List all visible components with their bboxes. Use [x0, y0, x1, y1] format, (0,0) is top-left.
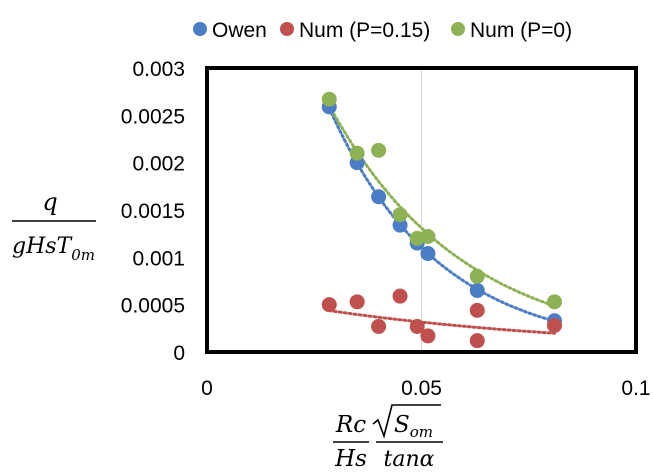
point-series-2-3: [392, 207, 408, 223]
point-series-1-8: [546, 317, 562, 333]
y-label-denominator-subscript: 0m: [71, 246, 95, 264]
y-tick-label-1: 0.0005: [121, 295, 185, 318]
point-series-1-5: [420, 328, 436, 344]
x-axis-label: Rc Hs Som tanα: [333, 404, 443, 472]
x-tick-label-1: 0.05: [401, 377, 442, 400]
legend-label-1: Num (P=0.15): [299, 19, 430, 42]
y-tick-label-4: 0.002: [132, 153, 185, 176]
point-series-1-3: [392, 288, 408, 304]
legend: Owen Num (P=0.15) Num (P=0): [193, 19, 572, 42]
y-axis-label: q gHsT0m: [12, 188, 96, 264]
legend-marker-2: [451, 22, 465, 36]
point-series-0-5: [420, 246, 436, 262]
trendline-series-0: [327, 106, 556, 323]
point-series-2-6: [469, 268, 485, 284]
point-series-1-7: [469, 333, 485, 349]
data-points: [321, 91, 562, 349]
point-series-1-0: [321, 297, 337, 313]
point-series-1-1: [349, 294, 365, 310]
point-series-2-2: [371, 142, 387, 158]
point-series-2-1: [349, 145, 365, 161]
x-label-right-numerator-subscript: om: [410, 423, 433, 441]
trendline-series-2: [327, 104, 556, 308]
point-series-2-7: [546, 294, 562, 310]
x-label-left-denominator: Hs: [334, 446, 367, 470]
legend-marker-0: [193, 22, 207, 36]
point-series-1-4: [409, 318, 425, 334]
point-series-0-3: [392, 217, 408, 233]
legend-label-2: Num (P=0): [470, 19, 572, 42]
y-label-denominator: gHsT0m: [12, 234, 95, 264]
y-tick-label-5: 0.0025: [121, 105, 185, 128]
point-series-1-6: [469, 302, 485, 318]
y-tick-label-3: 0.0015: [121, 200, 185, 223]
point-series-2-5: [420, 229, 436, 245]
legend-label-0: Owen: [212, 19, 267, 42]
trendline-series-1: [327, 309, 556, 335]
x-axis-tick-labels: 0 0.05 0.1: [201, 377, 650, 400]
y-label-denominator-main: gHsT: [12, 234, 74, 259]
trendlines: [327, 104, 556, 335]
y-tick-label-2: 0.001: [132, 247, 185, 270]
x-label-right-denominator: tanα: [384, 447, 435, 470]
y-axis-tick-labels: 0 0.0005 0.001 0.0015 0.002 0.0025 0.003: [121, 58, 185, 365]
point-series-0-2: [371, 189, 387, 205]
x-label-right-numerator-main: S: [394, 412, 410, 438]
legend-marker-1: [280, 22, 294, 36]
point-series-1-2: [371, 318, 387, 334]
x-label-right-numerator: Som: [394, 412, 433, 441]
x-tick-label-0: 0: [201, 377, 213, 400]
y-tick-label-6: 0.003: [132, 58, 185, 81]
y-label-numerator: q: [42, 188, 57, 216]
point-series-0-6: [469, 282, 485, 298]
x-tick-label-2: 0.1: [621, 377, 650, 400]
x-label-left-numerator: Rc: [335, 412, 366, 438]
point-series-2-0: [321, 91, 337, 107]
plot-area-frame: [205, 66, 638, 354]
x-label-sqrt-sign: [372, 404, 441, 439]
y-tick-label-0: 0: [173, 342, 185, 365]
